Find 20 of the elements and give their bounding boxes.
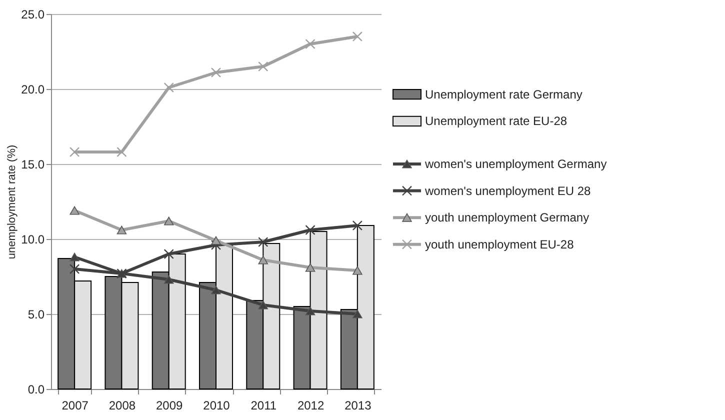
- x-tick-label: 2007: [62, 398, 89, 412]
- x-tick-label: 2013: [344, 398, 372, 412]
- y-tick-label: 20.0: [21, 82, 45, 96]
- legend-label: women's unemployment Germany: [424, 157, 607, 171]
- y-tick-label: 25.0: [21, 8, 45, 22]
- x-tick-label: 2010: [203, 398, 230, 412]
- y-axis-title: unemployment rate (%): [6, 144, 18, 260]
- x-tick-label: 2009: [156, 398, 184, 412]
- legend-label: women's unemployment EU 28: [424, 184, 592, 198]
- y-tick-label: 5.0: [28, 308, 45, 322]
- x-tick-label: 2008: [108, 398, 136, 412]
- y-tick-label: 15.0: [21, 158, 45, 172]
- legend-label: Unemployment rate EU-28: [425, 114, 568, 128]
- y-tick-label: 10.0: [21, 232, 45, 246]
- x-tick-label: 2011: [250, 398, 277, 412]
- legend-label: Unemployment rate Germany: [425, 87, 582, 102]
- legend-label: youth unemployment Germany: [425, 210, 590, 225]
- y-tick-label: 0.0: [28, 382, 45, 396]
- legend-label: youth unemployment EU-28: [425, 237, 574, 252]
- x-tick-label: 2012: [297, 398, 324, 412]
